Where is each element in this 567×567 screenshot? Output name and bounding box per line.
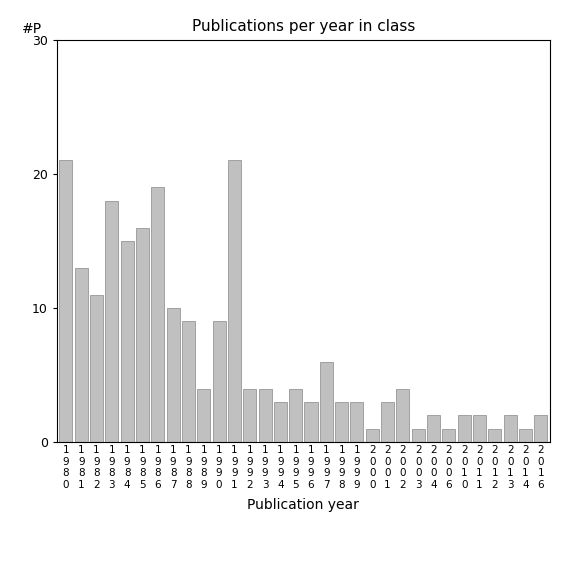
Bar (136, 227, 149, 442)
Bar (60, 160, 73, 442)
Bar (105, 201, 119, 442)
Bar (304, 402, 318, 442)
Bar (197, 388, 210, 442)
Bar (121, 241, 134, 442)
Bar (289, 388, 302, 442)
Bar (259, 388, 272, 442)
Bar (381, 402, 394, 442)
Bar (503, 416, 517, 442)
Bar (167, 308, 180, 442)
Bar (366, 429, 379, 442)
Bar (473, 416, 486, 442)
Title: Publications per year in class: Publications per year in class (192, 19, 415, 35)
Bar (320, 362, 333, 442)
Bar (458, 416, 471, 442)
Bar (75, 268, 88, 442)
Bar (151, 187, 164, 442)
Bar (412, 429, 425, 442)
Bar (350, 402, 363, 442)
Bar (534, 416, 547, 442)
Bar (335, 402, 348, 442)
Bar (396, 388, 409, 442)
Bar (427, 416, 440, 442)
Bar (519, 429, 532, 442)
X-axis label: Publication year: Publication year (247, 498, 359, 512)
Text: #P: #P (22, 22, 43, 36)
Bar (182, 321, 195, 442)
Bar (274, 402, 287, 442)
Bar (228, 160, 241, 442)
Bar (90, 295, 103, 442)
Bar (213, 321, 226, 442)
Bar (243, 388, 256, 442)
Bar (488, 429, 501, 442)
Bar (442, 429, 455, 442)
